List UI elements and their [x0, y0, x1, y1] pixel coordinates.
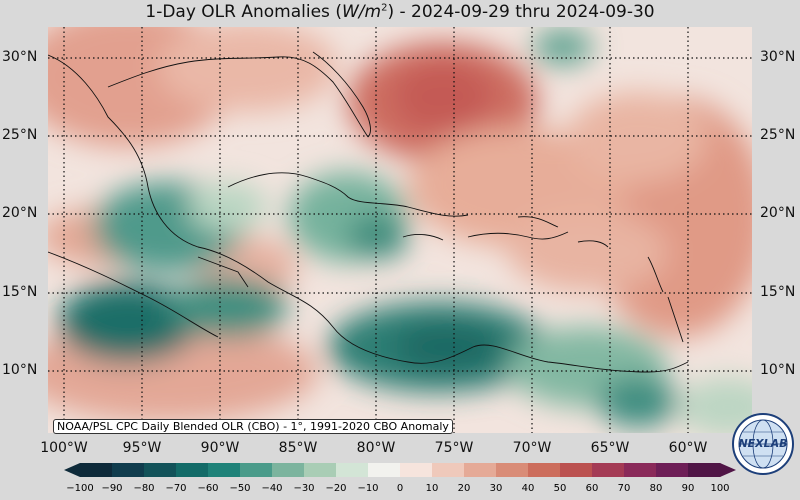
- colorbar-tick-label: 20: [457, 483, 471, 494]
- colorbar-swatch: [624, 463, 657, 477]
- colorbar-swatch: [304, 463, 337, 477]
- lat-label-left-25n: 25°N: [2, 127, 38, 143]
- colorbar-tick-label: 40: [521, 483, 535, 494]
- lon-label-60w: 60°W: [668, 440, 708, 456]
- colorbar-swatch: [656, 463, 689, 477]
- lon-label-75w: 75°W: [434, 440, 474, 456]
- colorbar-swatches: [64, 463, 736, 477]
- globe-logo-icon: NEXLAB: [732, 413, 794, 475]
- colorbar-swatch: [688, 463, 721, 477]
- title-unit-exponent: 2: [381, 2, 388, 14]
- title-unit: W/m: [341, 2, 382, 22]
- colorbar-swatch: [368, 463, 401, 477]
- colorbar-swatch: [208, 463, 241, 477]
- colorbar-tick-label: −20: [325, 483, 347, 494]
- lon-label-90w: 90°W: [200, 440, 240, 456]
- nexlab-logo[interactable]: NEXLAB: [731, 412, 795, 476]
- olr-anomaly-map: [48, 27, 752, 433]
- source-note: NOAA/PSL CPC Daily Blended OLR (CBO) - 1…: [53, 419, 453, 434]
- colorbar-tick-label: −10: [357, 483, 379, 494]
- title-suffix: ) - 2024-09-29 thru 2024-09-30: [387, 2, 655, 22]
- lat-label-left-15n: 15°N: [2, 284, 38, 300]
- colorbar-swatch: [432, 463, 465, 477]
- colorbar-swatch: [144, 463, 177, 477]
- colorbar-tick-label: −70: [165, 483, 187, 494]
- colorbar-tick-label: −100: [66, 483, 94, 494]
- coastlines: [48, 51, 689, 373]
- anomaly-field: [48, 27, 752, 433]
- lon-label-85w: 85°W: [278, 440, 318, 456]
- colorbar-tick-label: 50: [553, 483, 567, 494]
- lat-label-left-30n: 30°N: [2, 49, 38, 65]
- colorbar: [64, 462, 736, 477]
- colorbar-tick-label: −80: [133, 483, 155, 494]
- colorbar-tick-label: 10: [425, 483, 439, 494]
- colorbar-swatch: [336, 463, 369, 477]
- colorbar-swatch: [240, 463, 273, 477]
- lon-label-95w: 95°W: [122, 440, 162, 456]
- lat-label-right-15n: 15°N: [760, 284, 796, 300]
- logo-text: NEXLAB: [738, 437, 787, 450]
- colorbar-tick-label: −60: [197, 483, 219, 494]
- colorbar-tick-label: −50: [229, 483, 251, 494]
- colorbar-swatch: [272, 463, 305, 477]
- colorbar-swatch: [464, 463, 497, 477]
- colorbar-swatch: [560, 463, 593, 477]
- colorbar-tick-label: 90: [681, 483, 695, 494]
- colorbar-swatch: [80, 463, 113, 477]
- lat-label-right-10n: 10°N: [760, 362, 796, 378]
- colorbar-tick-label: −40: [261, 483, 283, 494]
- lat-label-left-20n: 20°N: [2, 205, 38, 221]
- colorbar-swatch: [112, 463, 145, 477]
- colorbar-tick-label: 100: [710, 483, 730, 494]
- lat-label-right-25n: 25°N: [760, 127, 796, 143]
- colorbar-swatch: [400, 463, 433, 477]
- colorbar-extend-low: [64, 463, 80, 477]
- map-title: 1-Day OLR Anomalies (W/m2) - 2024-09-29 …: [0, 2, 800, 22]
- map-panel: [48, 27, 752, 433]
- colorbar-tick-label: −90: [101, 483, 123, 494]
- colorbar-swatch: [176, 463, 209, 477]
- lat-label-right-30n: 30°N: [760, 49, 796, 65]
- colorbar-tick-label: 0: [396, 483, 404, 494]
- colorbar-extend-high: [720, 463, 736, 477]
- colorbar-tick-label: −30: [293, 483, 315, 494]
- colorbar-swatch: [592, 463, 625, 477]
- colorbar-tick-label: 30: [489, 483, 503, 494]
- lat-label-left-10n: 10°N: [2, 362, 38, 378]
- lon-label-100w: 100°W: [40, 440, 88, 456]
- lon-label-65w: 65°W: [590, 440, 630, 456]
- title-prefix: 1-Day OLR Anomalies (: [145, 2, 342, 22]
- colorbar-tick-label: 70: [617, 483, 631, 494]
- lon-label-70w: 70°W: [512, 440, 552, 456]
- colorbar-swatch: [496, 463, 529, 477]
- colorbar-tick-label: 60: [585, 483, 599, 494]
- graticule: [48, 27, 752, 433]
- colorbar-swatch: [528, 463, 561, 477]
- colorbar-tick-label: 80: [649, 483, 663, 494]
- lat-label-right-20n: 20°N: [760, 205, 796, 221]
- lon-label-80w: 80°W: [356, 440, 396, 456]
